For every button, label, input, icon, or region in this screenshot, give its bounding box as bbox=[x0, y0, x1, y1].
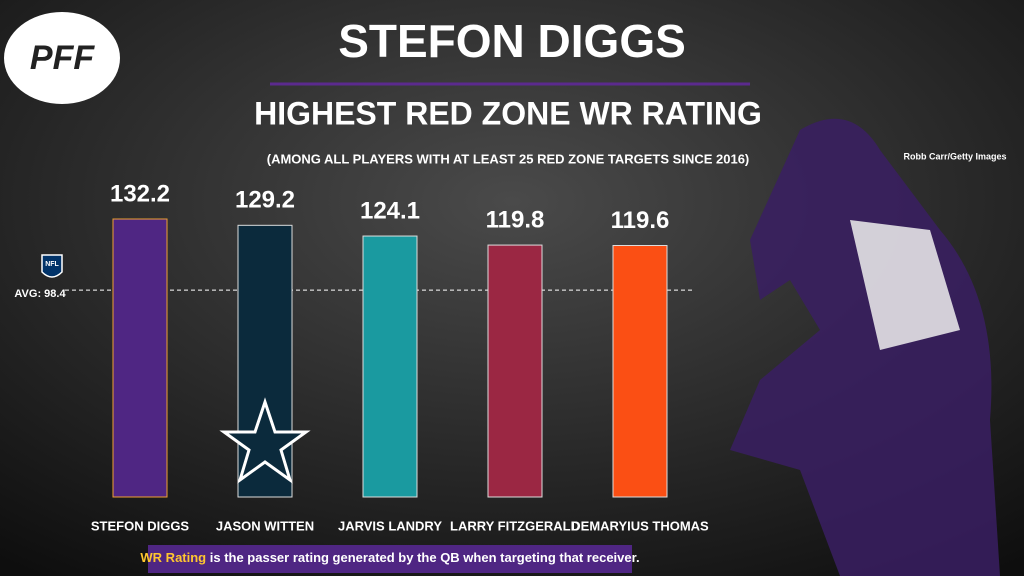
value-label: 129.2 bbox=[235, 187, 295, 214]
chart-note: (AMONG ALL PLAYERS WITH AT LEAST 25 RED … bbox=[267, 151, 750, 166]
bar bbox=[362, 235, 418, 498]
x-tick-label: JARVIS LANDRY bbox=[338, 518, 442, 533]
chart-subtitle: HIGHEST RED ZONE WR RATING bbox=[254, 95, 762, 131]
footnote-box bbox=[148, 545, 632, 573]
bar bbox=[112, 218, 168, 498]
x-tick-label: DEMARYIUS THOMAS bbox=[571, 518, 709, 533]
logo: PFF bbox=[30, 39, 95, 77]
bar bbox=[612, 244, 668, 498]
x-tick-label: STEFON DIGGS bbox=[91, 518, 190, 533]
value-label: 124.1 bbox=[360, 197, 420, 224]
value-label: 119.6 bbox=[611, 207, 670, 234]
player-image bbox=[730, 118, 1000, 576]
nfl-badge: NFL bbox=[45, 261, 59, 268]
footnote-text: is the passer rating generated by the QB… bbox=[206, 550, 639, 565]
nfl-shield bbox=[41, 254, 63, 278]
x-tick-label: JASON WITTEN bbox=[216, 518, 314, 533]
photo-credit: Robb Carr/Getty Images bbox=[903, 151, 1006, 161]
bar bbox=[487, 244, 543, 498]
team-logo bbox=[219, 397, 311, 484]
average-label: AVG: 98.4 bbox=[14, 288, 66, 300]
logo-badge bbox=[4, 12, 120, 104]
value-label: 132.2 bbox=[110, 180, 170, 207]
value-label: 119.8 bbox=[486, 206, 545, 233]
player-jersey bbox=[850, 220, 960, 350]
footnote: WR Rating is the passer rating generated… bbox=[140, 550, 639, 565]
chart-title: STEFON DIGGS bbox=[338, 15, 686, 67]
x-tick-label: LARRY FITZGERALD bbox=[450, 518, 580, 533]
footnote-term: WR Rating bbox=[140, 550, 206, 565]
